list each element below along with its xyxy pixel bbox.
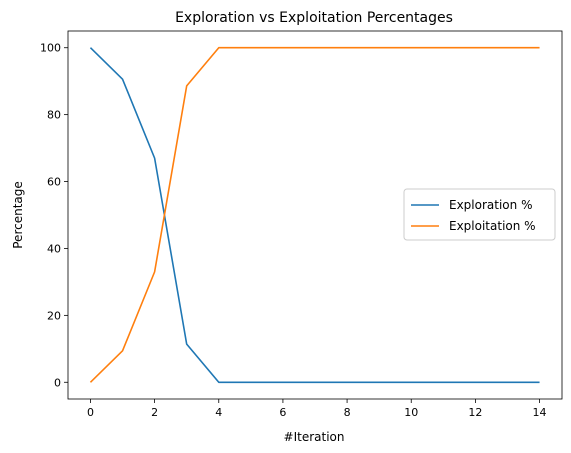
x-tick-label: 2: [151, 406, 158, 419]
x-tick-label: 14: [533, 406, 547, 419]
x-axis-ticks: 0 2 4 6 8 10 12 14: [87, 399, 547, 419]
legend-label-exploitation: Exploitation %: [449, 219, 536, 233]
y-tick-label: 80: [47, 109, 61, 122]
legend: Exploration % Exploitation %: [403, 188, 556, 241]
y-tick-label: 40: [47, 242, 61, 255]
chart-title: Exploration vs Exploitation Percentages: [175, 10, 453, 26]
series-line-exploration: [89, 47, 540, 384]
y-axis-label: Percentage: [11, 181, 25, 249]
y-tick-label: 20: [47, 309, 61, 322]
y-tick-label: 0: [54, 376, 61, 389]
series-lines: [89, 46, 540, 384]
x-tick-label: 6: [279, 406, 286, 419]
legend-box: [403, 188, 556, 241]
y-tick-label: 100: [40, 42, 61, 55]
x-tick-label: 8: [344, 406, 351, 419]
series-line-exploitation: [89, 46, 540, 383]
x-tick-label: 12: [468, 406, 482, 419]
x-tick-label: 4: [215, 406, 222, 419]
legend-label-exploration: Exploration %: [449, 198, 532, 212]
x-tick-label: 0: [87, 406, 94, 419]
x-axis-label: #Iteration: [284, 430, 345, 444]
y-axis-ticks: 0 20 40 60 80 100: [40, 42, 68, 389]
plot-frame: [67, 30, 563, 400]
y-tick-label: 60: [47, 176, 61, 189]
x-tick-label: 10: [404, 406, 418, 419]
